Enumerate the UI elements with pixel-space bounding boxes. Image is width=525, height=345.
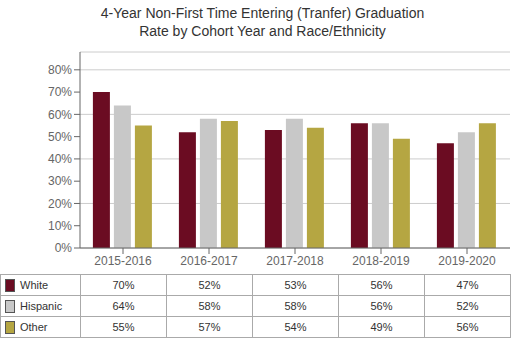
- svg-text:70%: 70%: [48, 85, 72, 99]
- html-text:49%: 49%: [370, 321, 393, 333]
- svg-text:2016-2017: 2016-2017: [180, 254, 238, 268]
- svg-text:80%: 80%: [48, 63, 72, 77]
- svg-text:50%: 50%: [48, 130, 72, 144]
- html-text:White: White: [20, 279, 49, 292]
- svg-text:2017-2018: 2017-2018: [266, 254, 324, 268]
- html-text:55%: 55%: [112, 321, 135, 333]
- html-text:56%: 56%: [370, 300, 393, 312]
- svg-text:2018-2019: 2018-2019: [352, 254, 410, 268]
- svg-text:10%: 10%: [48, 219, 72, 233]
- svg-text:40%: 40%: [48, 152, 72, 166]
- html-text:52%: 52%: [456, 300, 479, 312]
- svg-text:20%: 20%: [48, 197, 72, 211]
- svg-text:60%: 60%: [48, 108, 72, 122]
- html-text:56%: 56%: [456, 321, 479, 333]
- html-text:58%: 58%: [198, 300, 221, 312]
- html-text:54%: 54%: [284, 321, 307, 333]
- html-text:Hispanic: Hispanic: [20, 300, 63, 313]
- html-text:56%: 56%: [370, 279, 393, 291]
- svg-text:0%: 0%: [55, 241, 73, 255]
- html-text:4-Year Non-First Time Entering: 4-Year Non-First Time Entering (Tranfer)…: [100, 5, 425, 21]
- svg-text:30%: 30%: [48, 174, 72, 188]
- html-text:70%: 70%: [112, 279, 135, 291]
- svg-text:2019-2020: 2019-2020: [438, 254, 496, 268]
- html-text:57%: 57%: [198, 321, 221, 333]
- html-text:Other: Other: [20, 321, 48, 334]
- html-text:47%: 47%: [456, 279, 479, 291]
- html-text:64%: 64%: [112, 300, 135, 312]
- html-text:Rate by Cohort Year and Race/E: Rate by Cohort Year and Race/Ethnicity: [139, 23, 386, 39]
- html-text:58%: 58%: [284, 300, 307, 312]
- html-text:52%: 52%: [198, 279, 221, 291]
- svg-text:2015-2016: 2015-2016: [94, 254, 152, 268]
- html-text:53%: 53%: [284, 279, 307, 291]
